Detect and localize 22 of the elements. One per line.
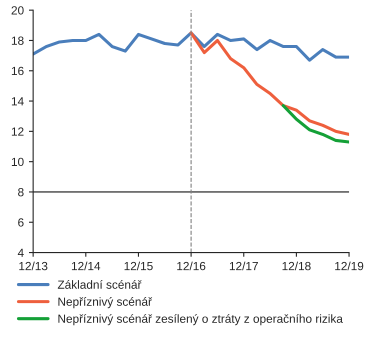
y-tick-label: 20 — [12, 6, 24, 15]
line-series — [33, 31, 350, 62]
legend-label: Nepříznivý scénář — [58, 297, 152, 308]
y-tick-label: 16 — [12, 66, 24, 76]
x-tick-label: 12/15 — [124, 262, 153, 270]
line-series — [190, 31, 350, 136]
legend-label: Základní scénář — [58, 280, 142, 289]
line-series — [282, 104, 350, 144]
y-tick-label: 6 — [18, 218, 24, 227]
x-tick-label: 12/18 — [282, 262, 311, 270]
y-tick-label: 12 — [12, 127, 24, 136]
y-tick-label: 4 — [18, 248, 24, 257]
y-tick-label: 8 — [18, 188, 24, 196]
legend-label: Nepříznivý scénář zesílený o ztráty z operačního rizika — [58, 314, 343, 326]
y-tick-label: 10 — [12, 158, 24, 166]
y-tick-label: 18 — [12, 36, 24, 45]
x-tick-label: 12/16 — [177, 262, 206, 270]
x-tick-label: 12/14 — [72, 262, 100, 270]
x-tick-label: 12/19 — [335, 262, 364, 270]
y-tick-label: 14 — [12, 97, 24, 106]
x-tick-label: 12/13 — [19, 262, 48, 270]
x-tick-label: 12/17 — [230, 262, 258, 270]
